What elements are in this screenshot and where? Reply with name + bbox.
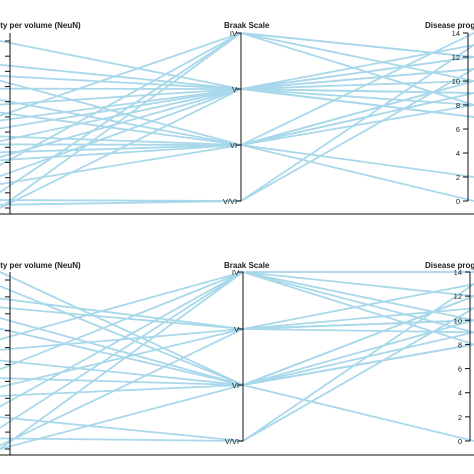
axis-title-braak: Braak Scale [224, 261, 270, 270]
axis-title-left: ity per volume (NeuN) [0, 21, 81, 30]
tick-label: V/VI [225, 437, 239, 446]
tick-label: 10 [452, 77, 460, 86]
tick-label: 8 [456, 101, 460, 110]
tick-label: 14 [452, 29, 460, 38]
axis-title-right: Disease prog [425, 261, 474, 270]
tick-label: IV [232, 268, 239, 277]
data-line [0, 63, 474, 90]
data-line [0, 88, 474, 209]
tick-label: 6 [458, 365, 462, 374]
tick-label: V [234, 325, 239, 334]
tick-label: 2 [458, 413, 462, 422]
tick-label: 12 [454, 292, 462, 301]
axis-title-braak: Braak Scale [224, 21, 270, 30]
data-line [0, 88, 474, 122]
tick-label: VI [230, 141, 237, 150]
axis-title-left: ity per volume (NeuN) [0, 261, 81, 270]
data-line [0, 88, 474, 178]
tick-label: 8 [458, 340, 462, 349]
panel-bottom: ity per volume (NeuN) IV V VI V/VI Braak Scal… [0, 261, 474, 456]
data-line [0, 271, 474, 371]
tick-label: V/VI [223, 197, 237, 206]
tick-label: 12 [452, 53, 460, 62]
panel-top: ity per volume (NeuN) IV V VI V/VI Braak Scal… [0, 21, 474, 215]
data-line [0, 40, 474, 90]
tick-label: VI [232, 381, 239, 390]
tick-label: 6 [456, 125, 460, 134]
tick-label: 4 [458, 389, 462, 398]
data-line [0, 359, 474, 442]
tick-label: V [232, 85, 237, 94]
tick-label: 4 [456, 149, 460, 158]
tick-label: 14 [454, 268, 462, 277]
tick-label: IV [230, 29, 237, 38]
tick-label: 2 [456, 173, 460, 182]
tick-label: 10 [454, 316, 462, 325]
tick-label: 0 [458, 437, 462, 446]
tick-label: 0 [456, 197, 460, 206]
axis-title-right: Disease prog [425, 21, 474, 30]
